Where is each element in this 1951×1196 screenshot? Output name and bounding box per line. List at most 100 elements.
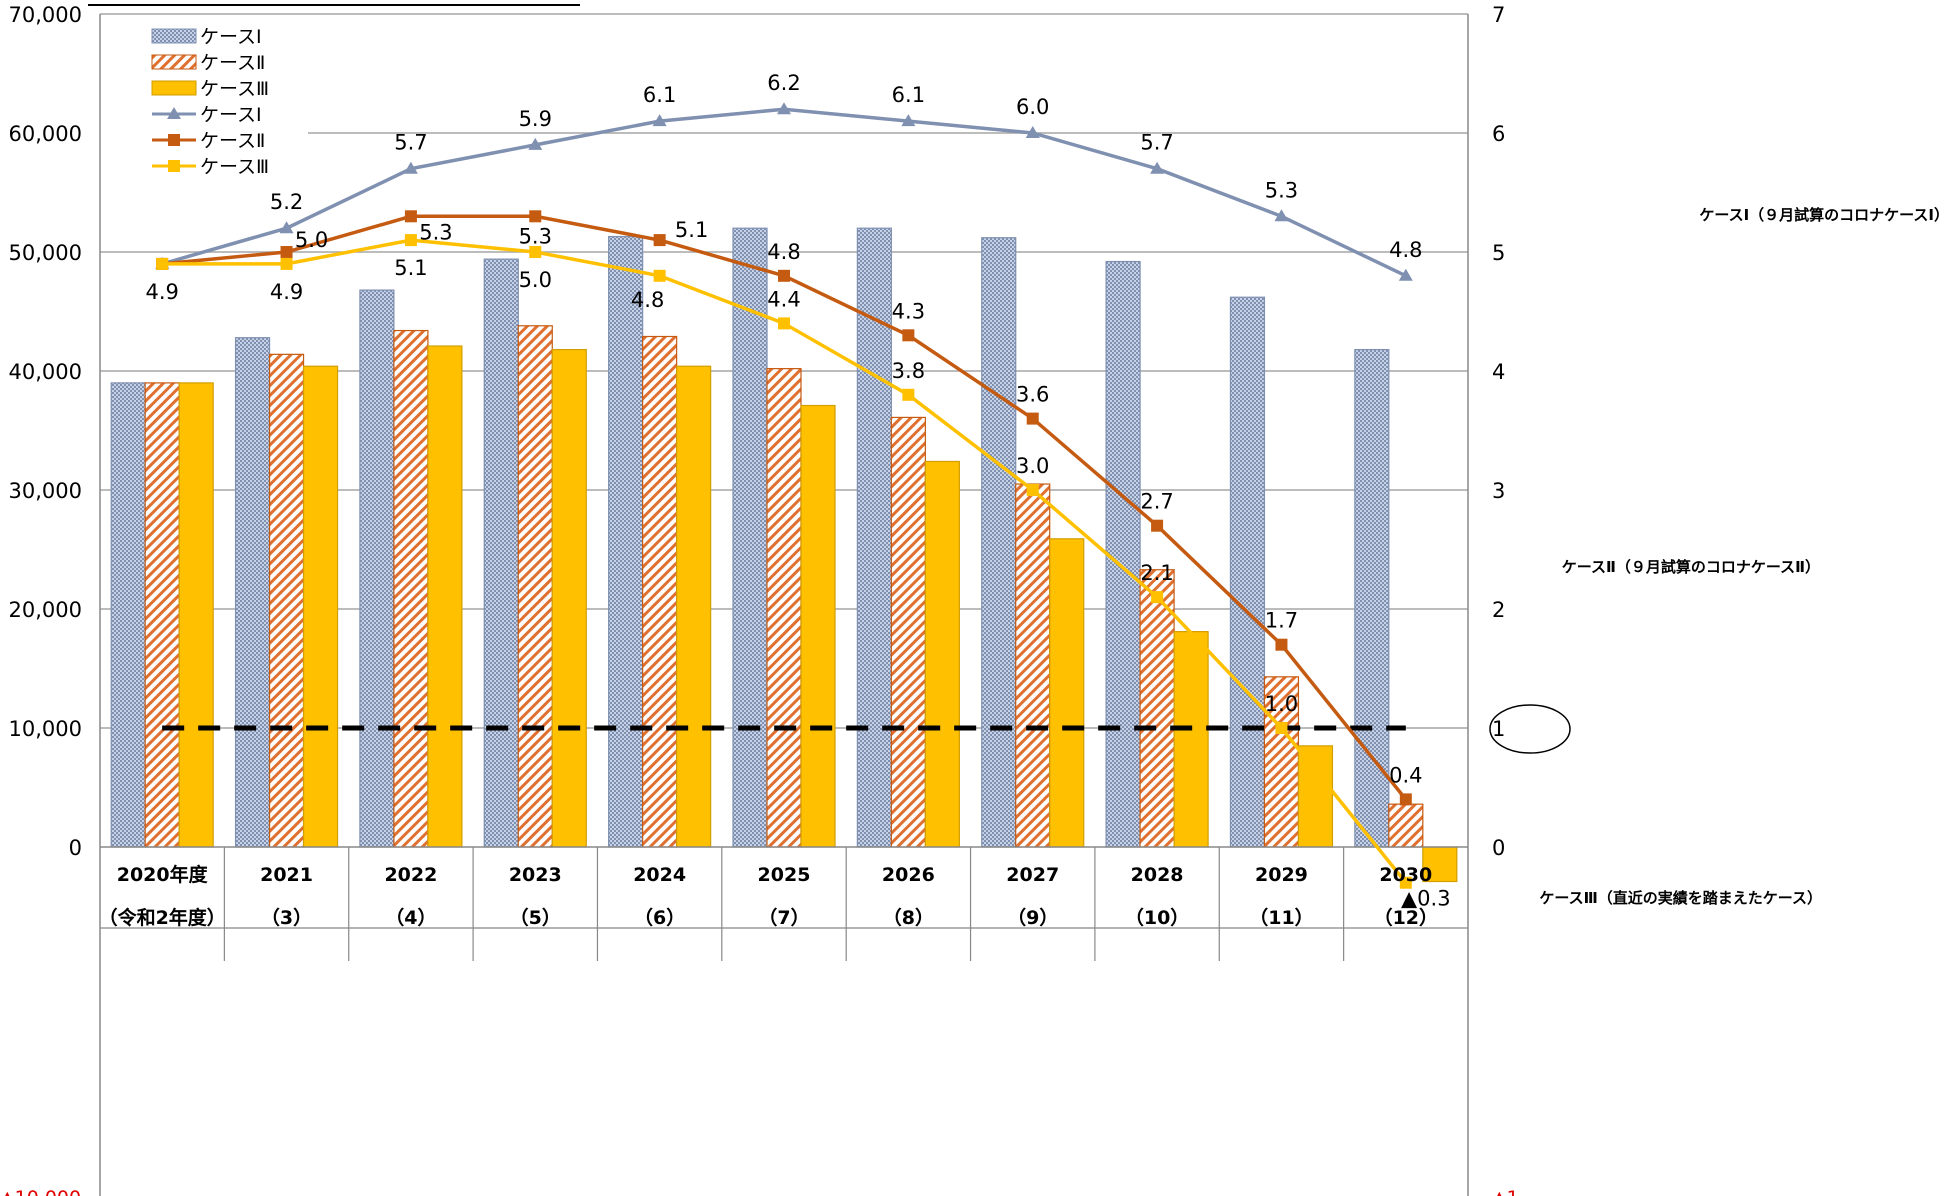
point-marker: [529, 210, 542, 223]
category-year-label: 2028: [1131, 864, 1184, 886]
point-marker: [1275, 638, 1288, 651]
y-right-tick-label: 0: [1492, 836, 1505, 860]
bar: [1354, 348, 1390, 848]
point-marker: [778, 269, 790, 282]
point-marker: [280, 246, 293, 258]
legend-swatch: [151, 80, 197, 96]
annotations-group: ケースⅠ（９月試算のコロナケースⅠ） ケースⅡ（９月試算のコロナケースⅡ） ケースⅢ…: [1539, 206, 1949, 907]
y-left-tick-label: 10,000: [9, 717, 82, 741]
data-label: 4.3: [892, 299, 925, 323]
annotation-label: ケースⅡ（９月試算のコロナケースⅡ）: [1562, 558, 1820, 576]
data-label: 0.4: [1389, 763, 1422, 787]
bar: [800, 404, 836, 848]
bar: [608, 235, 644, 848]
data-label: 3.8: [892, 359, 925, 383]
data-label: ▲0.3: [1401, 887, 1451, 911]
y-left-tick-label: 40,000: [9, 360, 82, 384]
point-marker: [778, 317, 790, 330]
data-label: 4.9: [270, 280, 303, 304]
data-label: 3.0: [1016, 454, 1049, 478]
annotation-label: ケースⅢ（直近の実績を踏まえたケース）: [1539, 889, 1822, 907]
legend-swatch: [151, 28, 197, 44]
data-label: 5.1: [394, 256, 427, 280]
category-era-label: （7）: [758, 906, 809, 929]
bar: [359, 289, 395, 848]
reference-circle: [1489, 704, 1571, 754]
legend-label: ケースⅠ: [200, 104, 262, 126]
y-left-tick-label: 30,000: [9, 479, 82, 503]
data-label: 2.7: [1140, 490, 1173, 514]
category-year-label: 2025: [758, 864, 811, 886]
point-marker: [279, 221, 294, 234]
y-left-tick-label: 70,000: [9, 3, 82, 27]
point-marker: [403, 161, 418, 174]
y-right-tick-label: 1: [1492, 717, 1505, 741]
data-label: 5.7: [1140, 131, 1173, 155]
point-marker: [528, 137, 543, 150]
bar: [732, 227, 768, 848]
y-right-tick-label: 4: [1492, 360, 1505, 384]
point-marker: [280, 257, 293, 270]
data-label: 6.1: [892, 83, 925, 107]
point-marker: [1398, 268, 1413, 281]
y-left-tick-label: 0: [69, 836, 82, 860]
data-label: 5.3: [419, 220, 452, 244]
data-label: 5.9: [519, 107, 552, 131]
bar: [393, 329, 429, 848]
y-right-tick-label: 2: [1492, 598, 1505, 622]
point-marker: [1026, 484, 1039, 496]
y-left-tick-label: 20,000: [9, 598, 82, 622]
y-left-tick-label: 60,000: [9, 122, 82, 146]
category-era-label: （12）: [1374, 906, 1438, 929]
data-label: 5.3: [1265, 178, 1298, 202]
y-right-tick-label: 7: [1492, 3, 1505, 27]
bar: [1263, 676, 1300, 848]
legend-label: ケースⅢ: [200, 156, 269, 178]
category-era-label: （11）: [1249, 906, 1313, 929]
category-era-label: （令和2年度）: [99, 906, 226, 929]
bar: [890, 416, 926, 848]
bar: [924, 460, 960, 848]
legend-swatch: [151, 54, 197, 70]
point-marker: [404, 210, 417, 223]
data-label: 5.1: [675, 218, 708, 242]
data-label: 4.8: [631, 288, 664, 312]
category-year-label: 2026: [882, 864, 935, 886]
reference-line-group: [162, 704, 1571, 754]
category-year-label: 2023: [509, 864, 562, 886]
point-marker: [653, 234, 666, 247]
point-marker: [1151, 519, 1164, 532]
data-label: 4.9: [145, 280, 178, 304]
point-marker: [652, 114, 667, 127]
data-label: 1.7: [1265, 609, 1298, 633]
category-era-label: （8）: [883, 906, 934, 929]
category-year-label: 2024: [633, 864, 686, 886]
bar: [1388, 803, 1424, 848]
data-label: 5.7: [394, 131, 427, 155]
point-marker: [902, 388, 915, 401]
bar: [483, 258, 519, 848]
line-series-group: [155, 102, 1413, 889]
bar: [178, 382, 214, 848]
category-year-label: 2027: [1006, 864, 1059, 886]
category-year-label: 2021: [260, 864, 313, 886]
data-label: 5.2: [270, 190, 303, 214]
bar: [1049, 538, 1085, 848]
legend-label: ケースⅢ: [200, 78, 269, 100]
category-year-label: 2022: [384, 864, 437, 886]
point-marker: [1399, 876, 1412, 889]
bar-series-group: [110, 227, 1458, 883]
category-year-label: 2029: [1255, 864, 1308, 886]
data-label: 3.6: [1016, 383, 1049, 407]
point-marker: [1150, 161, 1165, 174]
y-right-tick-label: 5: [1492, 241, 1505, 265]
bar: [234, 337, 271, 848]
legend-marker: [168, 134, 180, 146]
bar: [144, 382, 180, 848]
category-era-label: （6）: [634, 906, 685, 929]
legend-label: ケースⅠ: [200, 26, 262, 48]
y-right-negative-label: ▲1: [1492, 1187, 1519, 1196]
point-marker: [1025, 126, 1040, 138]
point-marker: [1151, 591, 1164, 604]
